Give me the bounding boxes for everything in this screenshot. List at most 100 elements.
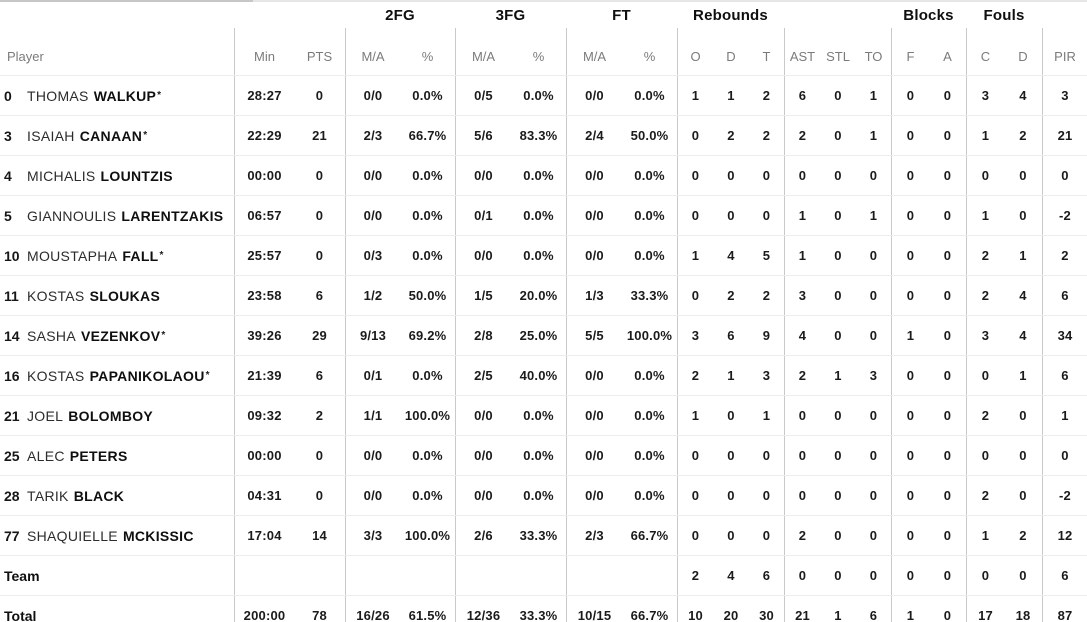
group-header-ft: FT bbox=[612, 6, 631, 24]
stat-ft: 0/0 bbox=[566, 76, 622, 115]
stat-pts: 0 bbox=[315, 88, 324, 103]
stat-ftp: 0.0% bbox=[634, 208, 665, 223]
stat-rd: 2 bbox=[727, 288, 735, 303]
player-link[interactable]: 14 SASHA VEZENKOV * bbox=[4, 327, 166, 344]
stat-fg3p: 0.0% bbox=[523, 488, 554, 503]
stat-fg3: 0/0 bbox=[455, 236, 511, 275]
stat-fc: 0 bbox=[966, 156, 1004, 195]
stat-stl: 0 bbox=[834, 528, 842, 543]
stat-fc: 17 bbox=[966, 596, 1004, 622]
stat-fg3 bbox=[455, 556, 511, 595]
stat-fg3: 2/8 bbox=[455, 316, 511, 355]
stat-ast: 0 bbox=[784, 436, 820, 475]
stat-bf: 0 bbox=[891, 476, 929, 515]
stat-fg3p bbox=[511, 556, 566, 595]
stat-ro: 3 bbox=[677, 316, 713, 355]
stat-fd: 4 bbox=[1019, 88, 1027, 103]
stat-stl: 0 bbox=[834, 248, 842, 263]
player-link[interactable]: 16 KOSTAS PAPANIKOLAOU * bbox=[4, 367, 210, 384]
stat-ft: 0/0 bbox=[566, 356, 622, 395]
stat-min: 23:58 bbox=[234, 276, 294, 315]
player-link[interactable]: 28 TARIK BLACK bbox=[0, 476, 234, 515]
stat-rd: 0 bbox=[727, 168, 735, 183]
team-row-label: Team bbox=[4, 567, 40, 584]
player-link[interactable]: 5 GIANNOULIS LARENTZAKIS bbox=[0, 196, 234, 235]
stat-ast: 6 bbox=[784, 76, 820, 115]
stat-pts: 0 bbox=[315, 248, 324, 263]
stat-ftp: 50.0% bbox=[630, 128, 669, 143]
player-link[interactable]: 11 KOSTAS SLOUKAS bbox=[0, 276, 234, 315]
stat-pts: 0 bbox=[315, 488, 324, 503]
player-row: 25 ALEC PETERS 00:00 0 0/0 0.0% 0/0 0.0% 0/0 0.0% 0… bbox=[0, 435, 1087, 475]
stat-fg2p: 61.5% bbox=[408, 608, 447, 622]
stat-pir: 6 bbox=[1042, 556, 1087, 595]
total-row-label: Total bbox=[4, 607, 37, 622]
stat-pts: 0 bbox=[315, 448, 324, 463]
player-row: 4 MICHALIS LOUNTZIS 00:00 0 0/0 0.0% 0/0 0.0% 0/0… bbox=[0, 155, 1087, 195]
stat-min: 00:00 bbox=[234, 156, 294, 195]
player-link[interactable]: 3 ISAIAH CANAAN * bbox=[4, 127, 148, 144]
player-first-name: MICHALIS bbox=[27, 167, 96, 184]
stat-ft: 10/15 bbox=[566, 596, 622, 622]
stat-fg3p: 33.3% bbox=[519, 608, 558, 622]
stat-rd: 2 bbox=[727, 128, 735, 143]
player-link[interactable]: 25 ALEC PETERS bbox=[0, 436, 234, 475]
player-link[interactable]: 0 THOMAS WALKUP * bbox=[4, 87, 162, 104]
stat-fg2: 1/1 bbox=[345, 396, 400, 435]
stat-ft: 0/0 bbox=[566, 436, 622, 475]
player-link[interactable]: 77 SHAQUIELLE MCKISSIC bbox=[0, 516, 234, 555]
stat-to: 0 bbox=[869, 528, 878, 543]
stat-fg2: 16/26 bbox=[345, 596, 400, 622]
stat-ast: 0 bbox=[784, 556, 820, 595]
stat-ft: 1/3 bbox=[566, 276, 622, 315]
stat-fg3p: 0.0% bbox=[523, 88, 554, 103]
stat-pir: 34 bbox=[1042, 316, 1087, 355]
stat-ro: 2 bbox=[677, 556, 713, 595]
stat-ftp: 66.7% bbox=[630, 608, 669, 622]
stat-stl: 0 bbox=[834, 328, 842, 343]
stat-ba: 0 bbox=[943, 408, 952, 423]
jersey-number: 4 bbox=[4, 167, 12, 184]
player-link[interactable]: 10 MOUSTAPHA FALL * bbox=[4, 247, 164, 264]
stat-ro: 1 bbox=[677, 76, 713, 115]
stat-fd: 0 bbox=[1019, 168, 1027, 183]
stat-fg2: 0/0 bbox=[345, 476, 400, 515]
player-last-name: LARENTZAKIS bbox=[121, 207, 224, 224]
group-header-blocks: Blocks bbox=[903, 6, 954, 24]
stat-ft: 0/0 bbox=[566, 196, 622, 235]
player-row: 5 GIANNOULIS LARENTZAKIS 06:57 0 0/0 0.0% 0/1 0.… bbox=[0, 195, 1087, 235]
player-last-name: WALKUP bbox=[93, 87, 157, 104]
stat-pir: -2 bbox=[1042, 476, 1087, 515]
player-link[interactable]: 21 JOEL BOLOMBOY bbox=[0, 396, 234, 435]
stat-rt: 30 bbox=[759, 608, 774, 622]
stat-stl: 0 bbox=[834, 448, 842, 463]
stat-fg2p: 0.0% bbox=[412, 208, 443, 223]
stat-min: 09:32 bbox=[234, 396, 294, 435]
stat-to: 0 bbox=[869, 488, 878, 503]
stat-pts: 0 bbox=[315, 208, 324, 223]
jersey-number: 11 bbox=[4, 287, 19, 304]
player-first-name: KOSTAS bbox=[27, 367, 85, 384]
stat-fc: 2 bbox=[966, 476, 1004, 515]
stat-stl: 0 bbox=[834, 208, 842, 223]
col-header-2fg-pct: % bbox=[421, 48, 434, 64]
stat-fg3: 0/0 bbox=[455, 156, 511, 195]
stat-fg2: 9/13 bbox=[345, 316, 400, 355]
team-row: Team 2 4 6 0 0 0 0 0 0 0 6 bbox=[0, 555, 1087, 595]
stat-ft: 0/0 bbox=[566, 476, 622, 515]
stat-pir: 21 bbox=[1042, 116, 1087, 155]
player-link[interactable]: 4 MICHALIS LOUNTZIS bbox=[0, 156, 234, 195]
stat-bf: 0 bbox=[891, 356, 929, 395]
stat-fg3p: 25.0% bbox=[519, 328, 558, 343]
stat-fg3p: 0.0% bbox=[523, 408, 554, 423]
stat-ba: 0 bbox=[943, 608, 952, 622]
stat-fg3p: 0.0% bbox=[523, 448, 554, 463]
col-header-to: TO bbox=[864, 48, 883, 64]
stat-pts: 2 bbox=[315, 408, 324, 423]
stat-bf: 0 bbox=[891, 276, 929, 315]
stat-fg3p: 83.3% bbox=[519, 128, 558, 143]
stat-fg3: 2/5 bbox=[455, 356, 511, 395]
stat-fc: 2 bbox=[966, 276, 1004, 315]
jersey-number: 10 bbox=[4, 247, 20, 264]
stat-rt: 9 bbox=[762, 328, 771, 343]
